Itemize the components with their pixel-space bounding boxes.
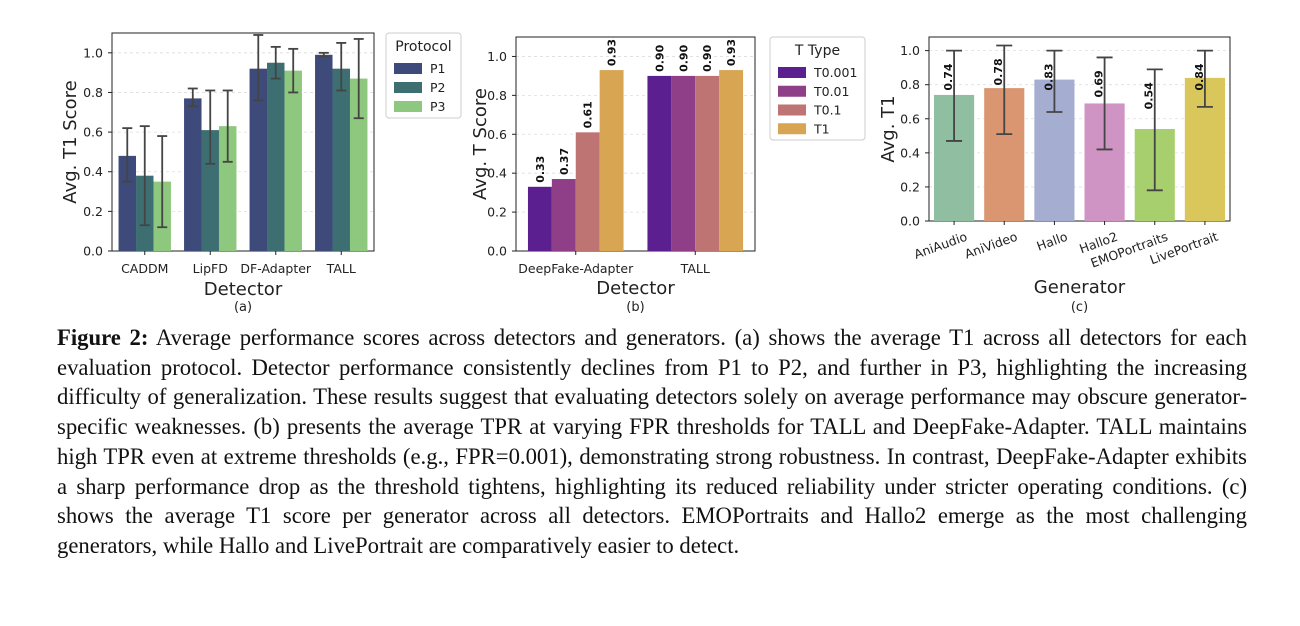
y-axis-label: Avg. T1 Score bbox=[60, 80, 81, 203]
x-tick-label: LipFD bbox=[193, 261, 228, 276]
y-tick-label: 0.2 bbox=[900, 179, 920, 194]
bar-t0-1-deepfake-adapter bbox=[575, 132, 600, 251]
bar-t0-001-deepfake-adapter bbox=[527, 186, 552, 251]
data-label: 0.90 bbox=[677, 44, 690, 71]
data-label: 0.83 bbox=[1042, 63, 1055, 90]
data-label: 0.90 bbox=[653, 44, 666, 71]
bar-p1-df-adapter bbox=[249, 68, 268, 251]
x-tick-label: Hallo bbox=[1035, 229, 1070, 254]
bar-p1-tall bbox=[315, 54, 333, 251]
data-label: 0.93 bbox=[725, 39, 738, 66]
bar-t0-1-tall bbox=[695, 75, 720, 251]
x-tick-label: AniVideo bbox=[962, 229, 1019, 262]
bar-p2-tall bbox=[332, 68, 350, 251]
chart-panel-c: 0.0 0.2 0.4 0.6 0.8 1.0 0.74 0.78 0.83 0.69 0.54 0.… bbox=[878, 36, 1231, 315]
y-tick-label: 0.0 bbox=[487, 244, 507, 259]
x-tick-label: CADDM bbox=[121, 261, 168, 276]
data-label: 0.69 bbox=[1093, 70, 1106, 97]
data-label: 0.61 bbox=[582, 101, 595, 128]
y-axis-label: Avg. T Score bbox=[470, 88, 491, 200]
y-tick-label: 0.0 bbox=[83, 244, 103, 259]
legend-entry-t0-001: T0.001 bbox=[813, 65, 857, 80]
y-tick-label: 1.0 bbox=[487, 49, 507, 64]
x-tick-label: DF-Adapter bbox=[240, 261, 312, 276]
y-tick-label: 0.2 bbox=[83, 204, 103, 219]
panel-label: (a) bbox=[234, 300, 252, 315]
data-label: 0.84 bbox=[1193, 63, 1206, 90]
data-label: 0.93 bbox=[606, 39, 619, 66]
legend-swatch-t0-01 bbox=[778, 85, 806, 97]
data-label: 0.37 bbox=[558, 148, 571, 175]
y-tick-label: 0.6 bbox=[487, 127, 507, 142]
x-tick-label: TALL bbox=[680, 261, 710, 276]
bar-p1-lipfd bbox=[184, 98, 202, 252]
bar-t1-deepfake-adapter bbox=[599, 70, 624, 251]
figure-caption: Figure 2: Average performance scores acr… bbox=[57, 323, 1247, 561]
x-tick-label: AniAudio bbox=[912, 229, 969, 262]
data-label: 0.33 bbox=[534, 156, 547, 183]
y-tick-label: 0.4 bbox=[83, 164, 103, 179]
y-tick-label: 1.0 bbox=[900, 43, 920, 58]
legend: T Type T0.001 T0.01 T0.1 T1 bbox=[769, 36, 866, 141]
bar-t0-01-tall bbox=[671, 75, 696, 251]
figure-2: 0.0 0.2 0.4 0.6 0.8 1.0 CADDM LipFD DF-Adapter TA… bbox=[60, 32, 1231, 315]
legend-swatch-t0-001 bbox=[778, 67, 806, 78]
bar-p3-lipfd bbox=[218, 126, 237, 251]
legend-swatch-p2 bbox=[394, 82, 422, 93]
bar-p3-df-adapter bbox=[284, 70, 302, 252]
legend-title: T Type bbox=[794, 43, 840, 59]
bar-p1-caddm bbox=[118, 155, 137, 251]
y-tick-label: 0.4 bbox=[487, 166, 507, 181]
y-tick-label: 0.8 bbox=[83, 85, 103, 100]
bar-p2-lipfd bbox=[201, 130, 219, 251]
y-tick-label: 0.0 bbox=[900, 214, 920, 229]
axes-frame bbox=[928, 36, 1231, 222]
panel-label: (c) bbox=[1071, 300, 1088, 315]
x-axis-label: Detector bbox=[204, 279, 283, 300]
panel-label: (b) bbox=[626, 300, 644, 315]
y-tick-label: 0.4 bbox=[900, 145, 920, 160]
chart-panel-b: 0.0 0.2 0.4 0.6 0.8 1.0 0.33 0.90 0.37 0.90 0.61 0.… bbox=[470, 36, 866, 315]
y-tick-label: 0.6 bbox=[83, 125, 103, 140]
legend-swatch-p3 bbox=[394, 101, 422, 112]
data-label: 0.74 bbox=[942, 63, 955, 90]
y-axis-label: Avg. T1 bbox=[878, 95, 899, 162]
bar-t0-001-tall bbox=[647, 75, 672, 251]
legend-entry-t0-1: T0.1 bbox=[813, 103, 842, 118]
x-axis-label: Detector bbox=[596, 278, 675, 299]
legend: Protocol P1 P2 P3 bbox=[385, 32, 462, 119]
x-tick-label: DeepFake-Adapter bbox=[518, 261, 634, 276]
caption-text: Average performance scores across detect… bbox=[57, 325, 1247, 558]
legend-entry-t0-01: T0.01 bbox=[813, 84, 849, 99]
caption-label: Figure 2: bbox=[57, 325, 149, 350]
legend-entry-p1: P1 bbox=[430, 61, 446, 76]
bar-t1-tall bbox=[719, 70, 744, 251]
data-label: 0.78 bbox=[992, 58, 1005, 85]
legend-entry-p2: P2 bbox=[430, 80, 446, 95]
y-tick-label: 0.8 bbox=[487, 88, 507, 103]
chart-panel-a: 0.0 0.2 0.4 0.6 0.8 1.0 CADDM LipFD DF-Adapter TA… bbox=[60, 32, 462, 315]
bar-p2-df-adapter bbox=[267, 62, 285, 252]
x-axis-label: Generator bbox=[1034, 277, 1126, 298]
data-label: 0.54 bbox=[1143, 82, 1156, 109]
bar-p3-tall bbox=[349, 78, 368, 251]
legend-swatch-p1 bbox=[394, 63, 422, 74]
y-tick-label: 0.8 bbox=[900, 77, 920, 92]
y-tick-label: 1.0 bbox=[83, 45, 103, 60]
legend-swatch-t0-1 bbox=[778, 104, 806, 116]
x-tick-label: TALL bbox=[326, 261, 356, 276]
legend-swatch-t1 bbox=[778, 123, 806, 135]
bar-t0-01-deepfake-adapter bbox=[551, 179, 576, 251]
legend-entry-t1: T1 bbox=[813, 121, 830, 136]
legend-title: Protocol bbox=[395, 39, 451, 55]
legend-box bbox=[385, 32, 462, 119]
y-tick-label: 0.2 bbox=[487, 205, 507, 220]
data-label: 0.90 bbox=[701, 44, 714, 71]
axes-frame bbox=[515, 36, 756, 252]
axes-frame bbox=[111, 32, 375, 252]
legend-entry-p3: P3 bbox=[430, 99, 446, 114]
y-tick-label: 0.6 bbox=[900, 111, 920, 126]
